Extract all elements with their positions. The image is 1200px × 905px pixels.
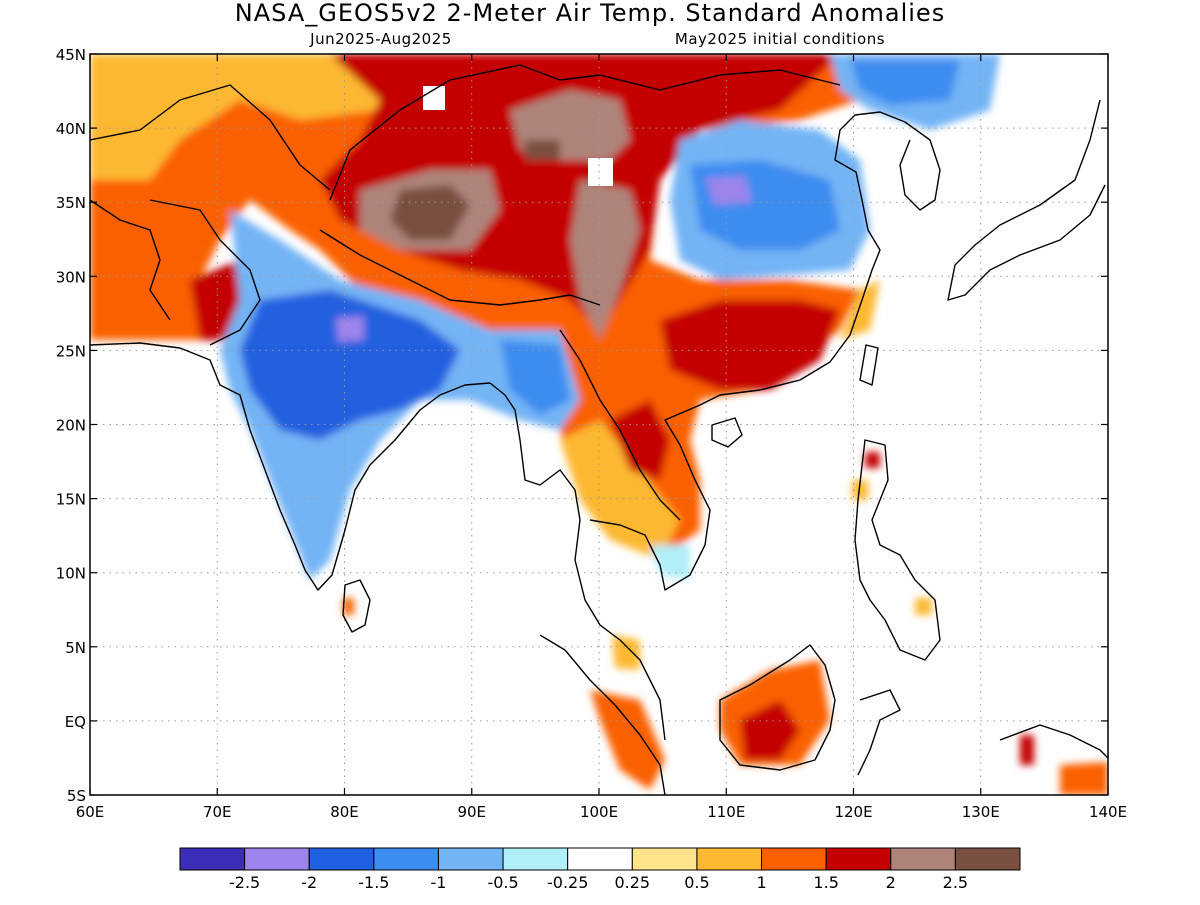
colorbar-swatch: [761, 847, 827, 871]
lon-tick-label: 70E: [203, 803, 232, 821]
coastlines: [90, 64, 1108, 795]
anomaly-region-warm-srilanka: [343, 598, 354, 615]
border-iran: [90, 199, 171, 321]
colorbar-label: -2: [301, 873, 317, 892]
colorbar-label: 0.25: [614, 873, 650, 892]
anomaly-region-warm-north: [90, 54, 870, 560]
colorbar-label: -0.25: [547, 873, 588, 892]
masked-cell: [588, 158, 613, 186]
initial-conditions-label: May2025 initial conditions: [675, 30, 885, 48]
anomaly-region-cool-vietnam: [650, 545, 690, 580]
border-central-asia: [90, 84, 331, 191]
coastline-japan: [947, 99, 1106, 301]
colorbar-label: -1: [430, 873, 446, 892]
colorbar-label: 0.5: [684, 873, 709, 892]
colorbar-labels: -2.5 -2 -1.5 -1 -0.5 -0.25 0.25 0.5 1 1.5 2 2.5: [229, 873, 968, 892]
anomaly-region-warm-malaya: [612, 635, 640, 670]
lon-tick-label: 80E: [330, 803, 359, 821]
anomaly-region-warm-light: [90, 54, 880, 560]
colorbar-label: -1.5: [358, 873, 389, 892]
lat-tick-label: 35N: [56, 194, 86, 212]
lat-tick-label: 45N: [56, 46, 86, 64]
border-indochina: [559, 329, 681, 521]
lat-tick-label: EQ: [65, 713, 86, 731]
lon-tick-label: 60E: [76, 803, 105, 821]
coastline-burma-thailand: [489, 382, 666, 741]
border-pakistan: [149, 199, 261, 346]
coastline-sulawesi: [857, 689, 901, 776]
colorbar-swatch: [954, 847, 1021, 871]
anomaly-region-hot-south-china: [660, 300, 840, 390]
colorbar-swatch: [244, 847, 310, 871]
anomaly-region-hot-borneo: [740, 700, 800, 760]
coastline-borneo: [719, 644, 836, 771]
colorbar-swatch: [308, 847, 375, 871]
lat-tick-label: 20N: [56, 417, 86, 435]
lat-tick-label: 25N: [56, 342, 86, 360]
anomaly-region-cool-bangladesh: [500, 340, 570, 415]
anomaly-region-warm-newguinea: [1060, 762, 1108, 795]
colorbar-label: 2: [886, 873, 896, 892]
anomaly-region-cold-india: [240, 290, 460, 440]
lon-tick-label: 140E: [1089, 803, 1127, 821]
map-gridlines: [90, 54, 1108, 795]
coastline-india: [90, 342, 491, 591]
colorbar-label: -0.5: [487, 873, 518, 892]
colorbar-swatch: [890, 847, 956, 871]
latitude-axis: 5S EQ 5N 10N 15N 20N 25N 30N 35N 40N 45N: [56, 46, 1108, 805]
coastline-gulf-thailand: [589, 394, 721, 591]
colorbar-label: 2.5: [943, 873, 968, 892]
lat-tick-label: 5S: [67, 787, 86, 805]
border-tibet: [319, 229, 601, 306]
anomaly-region-coldest-india: [336, 316, 364, 342]
coastline-korea: [899, 121, 941, 211]
coastline-newguinea: [999, 724, 1108, 759]
coastline-srilanka: [342, 579, 371, 633]
map-title: NASA_GEOS5v2 2-Meter Air Temp. Standard …: [235, 0, 945, 27]
colorbar-swatch: [179, 847, 246, 871]
coastline-sumatra: [539, 634, 666, 795]
colorbar-label: 1.5: [813, 873, 838, 892]
lon-tick-label: 130E: [962, 803, 1000, 821]
lat-tick-label: 30N: [56, 268, 86, 286]
coastline-hainan: [711, 417, 743, 448]
coastline-philippines: [854, 439, 941, 661]
colorbar-swatch: [437, 847, 504, 871]
border-china-north: [329, 64, 841, 201]
lon-tick-label: 110E: [707, 803, 745, 821]
lat-tick-label: 40N: [56, 120, 86, 138]
colorbar: [179, 847, 1021, 871]
anomaly-region-warm-sumatra: [590, 690, 665, 790]
colorbar-swatch: [825, 847, 892, 871]
colorbar-label: -2.5: [229, 873, 260, 892]
anomaly-region-extreme-core: [390, 140, 560, 240]
anomaly-region-hot-indochina: [610, 400, 670, 480]
colorbar-swatch: [631, 847, 698, 871]
colorbar-swatch: [373, 847, 439, 871]
colorbar-swatch: [567, 847, 633, 871]
longitude-axis: 60E 70E 80E 90E 100E 110E 120E 130E 140E: [76, 54, 1127, 821]
masked-cell: [423, 86, 445, 110]
anomaly-region-extreme-tibet: [360, 90, 640, 340]
lon-tick-label: 120E: [834, 803, 872, 821]
coastline-taiwan: [859, 344, 879, 386]
colorbar-swatch: [502, 847, 569, 871]
lon-tick-label: 90E: [457, 803, 486, 821]
lat-tick-label: 5N: [65, 639, 86, 657]
colorbar-label: 1: [756, 873, 766, 892]
lat-tick-label: 10N: [56, 565, 86, 583]
colorbar-swatch: [696, 847, 763, 871]
period-label: Jun2025-Aug2025: [309, 30, 452, 48]
lon-tick-label: 100E: [580, 803, 618, 821]
anomaly-region-coldest-east-china: [705, 176, 752, 205]
coastline-south-china: [719, 111, 906, 396]
lat-tick-label: 15N: [56, 491, 86, 509]
anomaly-field: [90, 54, 1108, 795]
anomaly-region-warm-philippines: [852, 480, 932, 615]
anomaly-region-cold-northeast: [850, 60, 960, 105]
